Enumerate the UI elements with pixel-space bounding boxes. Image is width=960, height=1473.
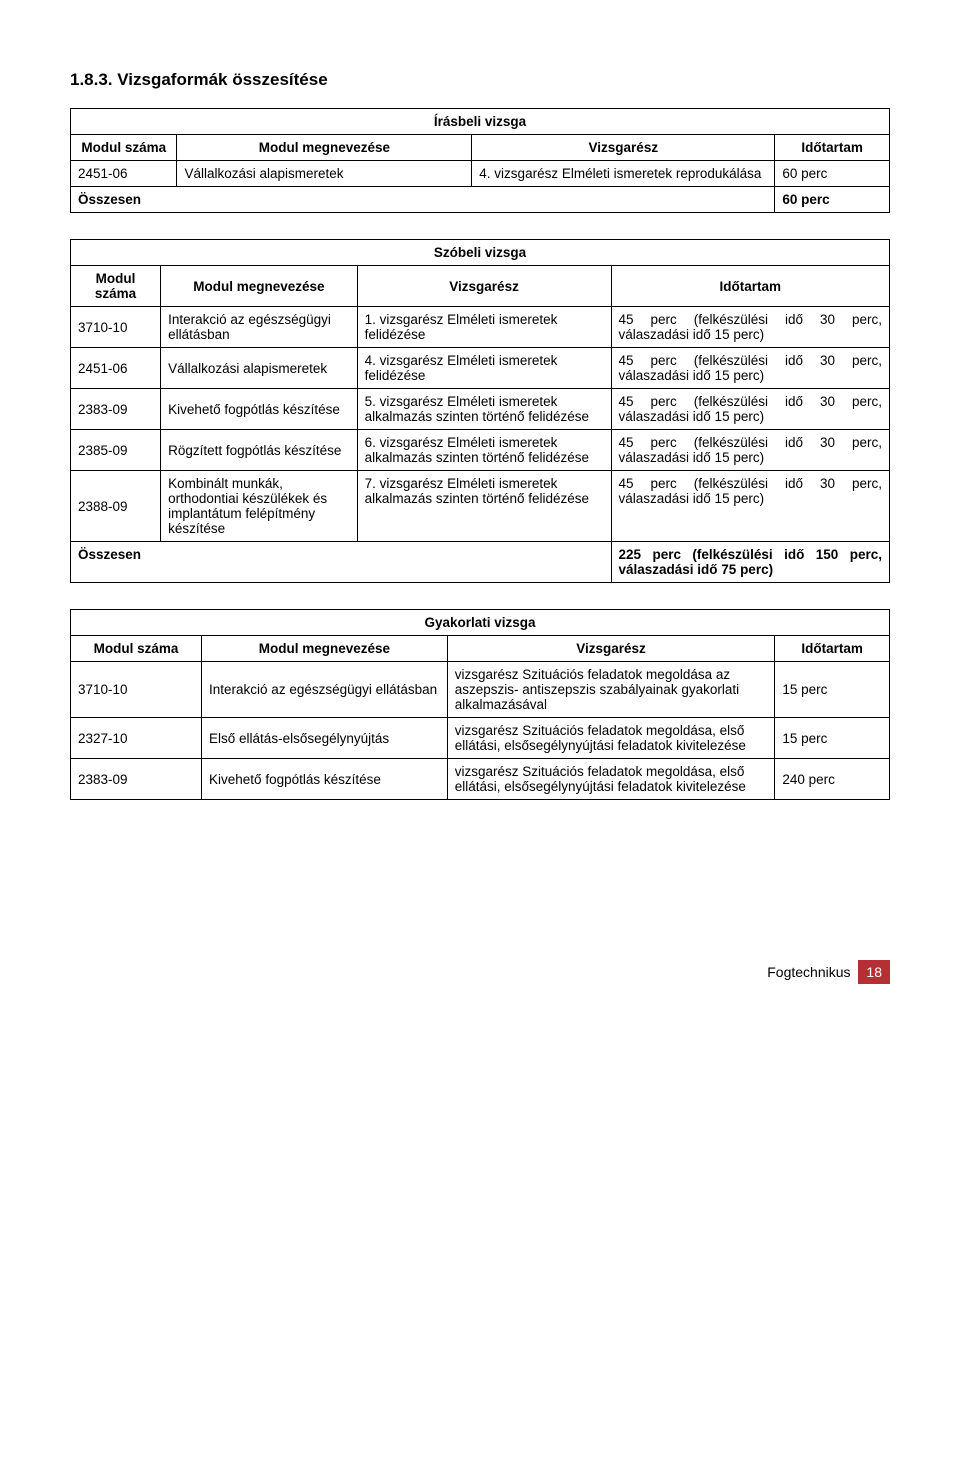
cell-dur: 15 perc xyxy=(775,662,890,718)
table-row: 2383-09 Kivehető fogpótlás készítése 5. … xyxy=(71,389,890,430)
cell-name: Kombinált munkák, orthodontiai készüléke… xyxy=(161,471,358,542)
table-row: 2451-06 Vállalkozási alapismeretek 4. vi… xyxy=(71,161,890,187)
cell-modul: 2451-06 xyxy=(71,348,161,389)
cell-name: Első ellátás-elsősegélynyújtás xyxy=(202,718,448,759)
cell-modul: 2451-06 xyxy=(71,161,177,187)
col-vizsgaresz: Vizsgarész xyxy=(472,135,775,161)
cell-modul: 2383-09 xyxy=(71,389,161,430)
table-row: 2383-09 Kivehető fogpótlás készítése viz… xyxy=(71,759,890,800)
cell-dur: 45 perc (felkészülési idő 30 perc, válas… xyxy=(611,389,890,430)
cell-modul: 2383-09 xyxy=(71,759,202,800)
cell-modul: 2388-09 xyxy=(71,471,161,542)
cell-modul: 2327-10 xyxy=(71,718,202,759)
table-row: 3710-10 Interakció az egészségügyi ellát… xyxy=(71,307,890,348)
cell-part: 4. vizsgarész Elméleti ismeretek reprodu… xyxy=(472,161,775,187)
cell-dur: 240 perc xyxy=(775,759,890,800)
table-row: 3710-10 Interakció az egészségügyi ellát… xyxy=(71,662,890,718)
cell-name: Vállalkozási alapismeretek xyxy=(161,348,358,389)
cell-part: vizsgarész Szituációs feladatok megoldás… xyxy=(447,662,775,718)
cell-dur: 45 perc (felkészülési idő 30 perc, válas… xyxy=(611,471,890,542)
cell-part: 5. vizsgarész Elméleti ismeretek alkalma… xyxy=(357,389,611,430)
page-number: 18 xyxy=(858,960,890,984)
table-row: 2385-09 Rögzített fogpótlás készítése 6.… xyxy=(71,430,890,471)
osszesen-value: 60 perc xyxy=(775,187,890,213)
table3-title: Gyakorlati vizsga xyxy=(71,610,890,636)
cell-dur: 45 perc (felkészülési idő 30 perc, válas… xyxy=(611,348,890,389)
col-idotartam: Időtartam xyxy=(775,135,890,161)
cell-modul: 3710-10 xyxy=(71,307,161,348)
cell-dur: 60 perc xyxy=(775,161,890,187)
col-modul-megnev: Modul megnevezése xyxy=(177,135,472,161)
cell-name: Rögzített fogpótlás készítése xyxy=(161,430,358,471)
cell-part: 4. vizsgarész Elméleti ismeretek felidéz… xyxy=(357,348,611,389)
cell-name: Interakció az egészségügyi ellátásban xyxy=(161,307,358,348)
cell-part: vizsgarész Szituációs feladatok megoldás… xyxy=(447,759,775,800)
cell-part: 7. vizsgarész Elméleti ismeretek alkalma… xyxy=(357,471,611,542)
col-vizsgaresz: Vizsgarész xyxy=(447,636,775,662)
table1-title: Írásbeli vizsga xyxy=(71,109,890,135)
cell-dur: 15 perc xyxy=(775,718,890,759)
table-row: 2388-09 Kombinált munkák, orthodontiai k… xyxy=(71,471,890,542)
footer-text: Fogtechnikus xyxy=(767,964,850,980)
table-szobeli: Szóbeli vizsga Modul száma Modul megneve… xyxy=(70,239,890,583)
cell-part: 1. vizsgarész Elméleti ismeretek felidéz… xyxy=(357,307,611,348)
osszesen-label: Összesen xyxy=(71,542,612,583)
table-irasbeli: Írásbeli vizsga Modul száma Modul megnev… xyxy=(70,108,890,213)
col-idotartam: Időtartam xyxy=(775,636,890,662)
cell-name: Kivehető fogpótlás készítése xyxy=(202,759,448,800)
table-row: 2327-10 Első ellátás-elsősegélynyújtás v… xyxy=(71,718,890,759)
osszesen-label: Összesen xyxy=(71,187,775,213)
cell-name: Interakció az egészségügyi ellátásban xyxy=(202,662,448,718)
table-row: 2451-06 Vállalkozási alapismeretek 4. vi… xyxy=(71,348,890,389)
page-footer: Fogtechnikus 18 xyxy=(70,960,890,984)
col-modul-szama: Modul száma xyxy=(71,266,161,307)
cell-modul: 2385-09 xyxy=(71,430,161,471)
osszesen-value: 225 perc (felkészülési idő 150 perc, vál… xyxy=(611,542,890,583)
section-heading: 1.8.3. Vizsgaformák összesítése xyxy=(70,70,890,90)
col-idotartam: Időtartam xyxy=(611,266,890,307)
col-modul-szama: Modul száma xyxy=(71,636,202,662)
cell-dur: 45 perc (felkészülési idő 30 perc, válas… xyxy=(611,307,890,348)
col-vizsgaresz: Vizsgarész xyxy=(357,266,611,307)
cell-part: vizsgarész Szituációs feladatok megoldás… xyxy=(447,718,775,759)
col-modul-megnev: Modul megnevezése xyxy=(161,266,358,307)
cell-modul: 3710-10 xyxy=(71,662,202,718)
cell-part: 6. vizsgarész Elméleti ismeretek alkalma… xyxy=(357,430,611,471)
table-gyakorlati: Gyakorlati vizsga Modul száma Modul megn… xyxy=(70,609,890,800)
cell-name: Vállalkozási alapismeretek xyxy=(177,161,472,187)
cell-name: Kivehető fogpótlás készítése xyxy=(161,389,358,430)
col-modul-szama: Modul száma xyxy=(71,135,177,161)
cell-dur: 45 perc (felkészülési idő 30 perc, válas… xyxy=(611,430,890,471)
col-modul-megnev: Modul megnevezése xyxy=(202,636,448,662)
table2-title: Szóbeli vizsga xyxy=(71,240,890,266)
